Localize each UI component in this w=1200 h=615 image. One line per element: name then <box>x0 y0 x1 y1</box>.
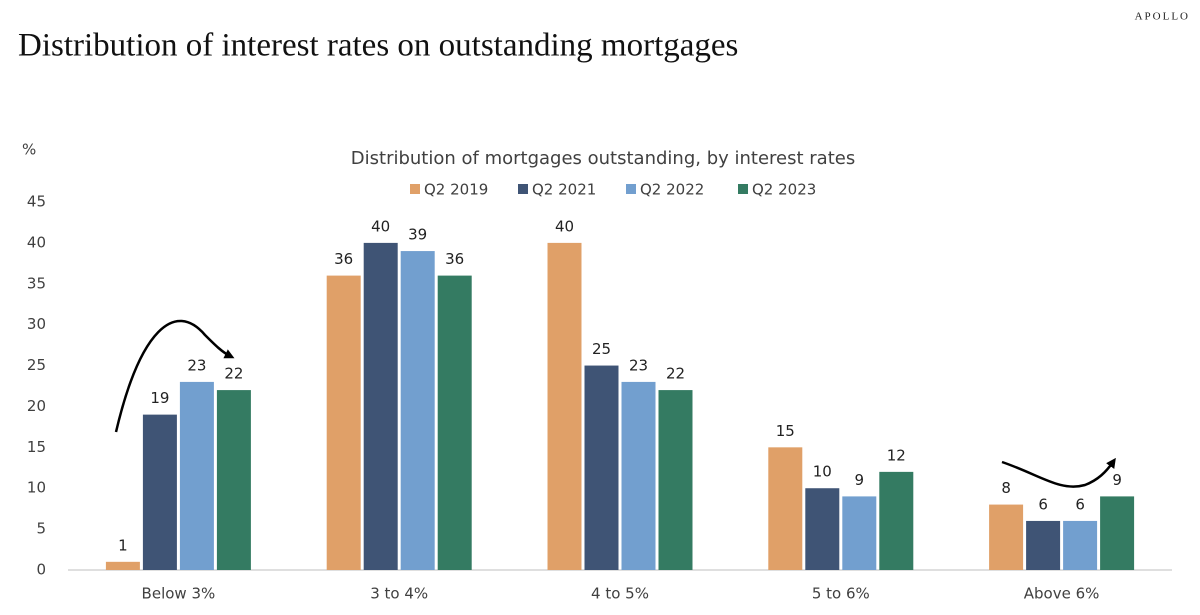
bar <box>842 496 877 570</box>
bar <box>584 365 619 570</box>
data-label: 19 <box>150 389 169 407</box>
x-tick-label: Below 3% <box>142 585 216 603</box>
data-label: 36 <box>334 250 353 268</box>
data-label: 1 <box>118 536 128 554</box>
data-label: 40 <box>555 217 574 235</box>
bar <box>105 561 140 570</box>
data-label: 6 <box>1038 495 1048 513</box>
legend-swatch <box>518 184 528 194</box>
bar <box>1100 496 1135 570</box>
y-tick-label: 5 <box>36 520 46 538</box>
bar <box>879 471 914 570</box>
bar <box>179 381 214 570</box>
data-label: 15 <box>776 422 795 440</box>
data-label: 40 <box>371 217 390 235</box>
y-axis-unit: % <box>22 141 36 159</box>
data-label: 39 <box>408 226 427 244</box>
bar <box>1063 520 1098 570</box>
data-label: 9 <box>855 471 865 489</box>
y-tick-label: 25 <box>27 356 46 374</box>
x-tick-label: 4 to 5% <box>591 585 649 603</box>
y-tick-label: 30 <box>27 315 46 333</box>
legend-label: Q2 2019 <box>424 181 488 199</box>
trend-arrow <box>114 319 235 433</box>
data-label: 36 <box>445 250 464 268</box>
bar <box>326 275 361 570</box>
bar <box>621 381 656 570</box>
data-label: 25 <box>592 340 611 358</box>
y-tick-label: 45 <box>27 193 46 211</box>
bar <box>437 275 472 570</box>
y-tick-label: 35 <box>27 274 46 292</box>
bar <box>363 242 398 570</box>
bar <box>400 251 435 571</box>
x-tick-label: 3 to 4% <box>370 585 428 603</box>
y-tick-label: 40 <box>27 233 46 251</box>
x-tick-label: 5 to 6% <box>812 585 870 603</box>
data-label: 8 <box>1001 479 1011 497</box>
data-label: 23 <box>187 356 206 374</box>
bar <box>142 414 177 570</box>
data-label: 22 <box>666 365 685 383</box>
data-label: 9 <box>1112 471 1122 489</box>
y-tick-label: 10 <box>27 479 46 497</box>
bar <box>1026 520 1061 570</box>
trend-arrow <box>1001 457 1116 488</box>
y-tick-label: 15 <box>27 438 46 456</box>
legend-swatch <box>738 184 748 194</box>
y-tick-label: 20 <box>27 397 46 415</box>
data-label: 23 <box>629 356 648 374</box>
data-label: 22 <box>224 365 243 383</box>
bar <box>658 390 693 570</box>
page-title: Distribution of interest rates on outsta… <box>18 28 738 64</box>
bar <box>768 447 803 570</box>
y-tick-label: 0 <box>36 561 46 579</box>
bar <box>547 242 582 570</box>
bar <box>216 390 251 570</box>
bar <box>989 504 1024 570</box>
data-label: 10 <box>813 463 832 481</box>
legend-label: Q2 2021 <box>532 181 596 199</box>
legend-label: Q2 2022 <box>640 181 704 199</box>
legend-swatch <box>626 184 636 194</box>
chart-subtitle: Distribution of mortgages outstanding, b… <box>351 148 855 169</box>
legend-swatch <box>410 184 420 194</box>
data-label: 6 <box>1075 495 1085 513</box>
bar <box>805 488 840 570</box>
data-label: 12 <box>887 446 906 464</box>
x-tick-label: Above 6% <box>1024 585 1100 603</box>
legend-label: Q2 2023 <box>752 181 816 199</box>
brand: APOLLO <box>1135 11 1190 23</box>
